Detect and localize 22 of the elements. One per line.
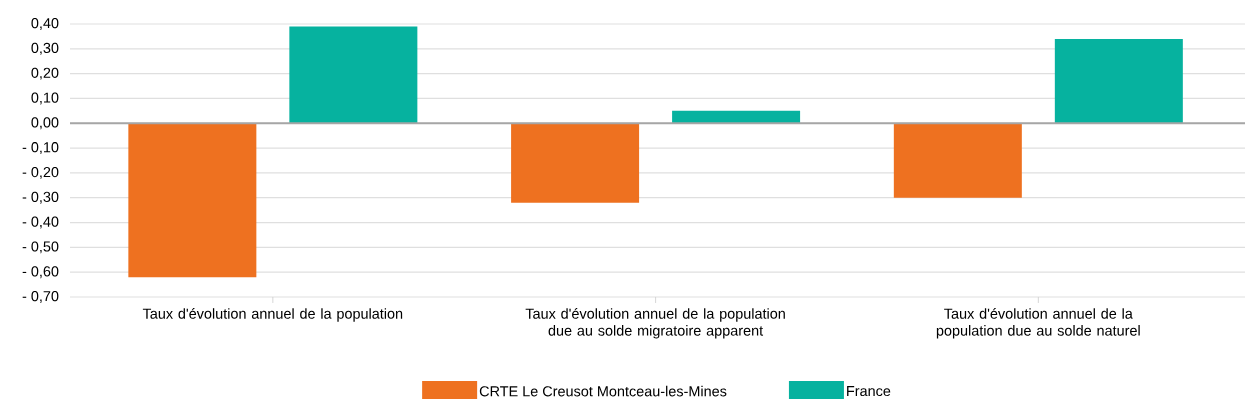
y-tick-label: - 0,40 [22, 216, 59, 229]
y-tick-label: 0,20 [31, 67, 59, 80]
bar [128, 123, 257, 278]
y-tick-label: 0,00 [31, 117, 59, 130]
legend-label: CRTE Le Creusot Montceau-les-Mines [479, 385, 727, 397]
y-tick-label: - 0,20 [22, 166, 59, 179]
y-tick-label: - 0,30 [22, 191, 59, 204]
bar [289, 26, 418, 124]
x-tick-label: Taux d'évolution annuel de la population [142, 308, 403, 322]
legend-label: France [847, 386, 891, 397]
y-tick-label: 0,10 [31, 92, 59, 105]
y-tick-label: - 0,10 [22, 142, 59, 155]
bar [511, 123, 640, 203]
y-tick-label: 0,40 [31, 18, 59, 30]
x-tick-label: Taux d'évolution annuel de la population due au solde migratoire apparent [525, 308, 785, 339]
y-tick-label: - 0,60 [22, 266, 59, 279]
y-tick-label: - 0,70 [22, 291, 59, 303]
bar [1054, 38, 1183, 124]
y-tick-label: - 0,50 [22, 241, 59, 254]
bar [893, 123, 1022, 198]
y-tick-label: 0,30 [31, 42, 59, 55]
x-tick-label: Taux d'évolution annuel de la population due au solde naturel [936, 308, 1140, 339]
